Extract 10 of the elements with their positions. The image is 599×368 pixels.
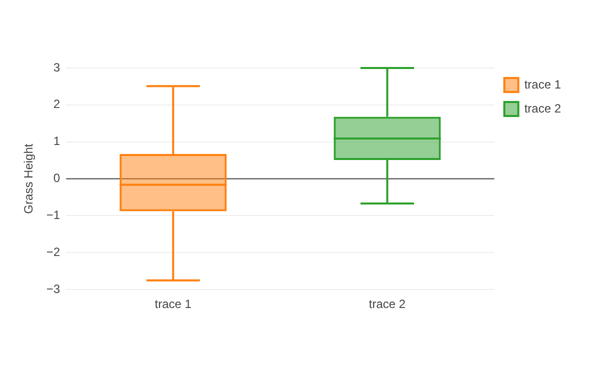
y-tick-label: 1 xyxy=(53,134,60,148)
y-tick-label: 0 xyxy=(53,171,60,186)
y-axis-title: Grass Height xyxy=(22,143,36,214)
y-tick-label: 3 xyxy=(53,60,60,74)
legend-label: trace 1 xyxy=(524,77,562,92)
y-tick-label: −2 xyxy=(46,244,60,259)
y-tick-label: 2 xyxy=(53,97,60,112)
y-tick-label: −3 xyxy=(46,282,60,296)
legend-label: trace 2 xyxy=(524,101,562,116)
y-tick-label: −1 xyxy=(46,208,60,222)
